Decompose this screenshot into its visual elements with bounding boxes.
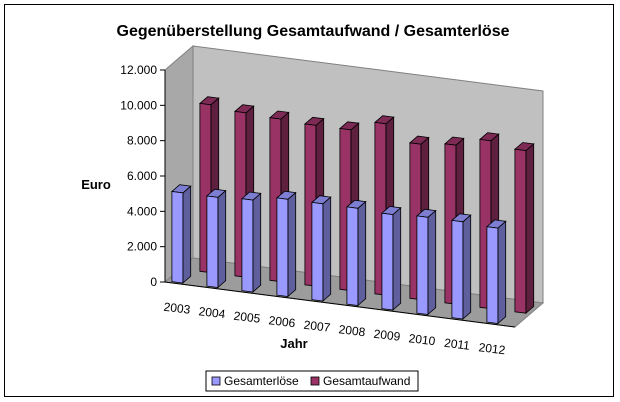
x-tick-label: 2009 [373, 327, 402, 344]
x-tick-label: 2005 [233, 309, 262, 326]
legend-label: Gesamterlöse [224, 374, 299, 388]
y-tick-label: 2.000 [127, 240, 157, 254]
x-tick-label: 2008 [338, 322, 367, 339]
chart-frame: Gegenüberstellung Gesamtaufwand / Gesamt… [4, 4, 614, 397]
bar-gesamterloese-2012 [485, 219, 507, 325]
bar-gesamtaufwand-2012 [513, 142, 535, 315]
x-axis-line [164, 281, 516, 328]
y-tick-label: 4.000 [127, 204, 157, 218]
x-tick-label: 2003 [163, 300, 192, 317]
bars [170, 96, 535, 325]
x-tick-label: 2012 [478, 340, 507, 357]
y-tick-label: 0 [150, 275, 157, 289]
x-tick-label: 2004 [198, 304, 227, 321]
bar-gesamterloese-2007 [310, 195, 332, 302]
legend-swatch [310, 376, 320, 386]
x-tick-label: 2006 [268, 313, 297, 330]
y-axis-ticks: 0 2.000 4.000 6.000 8.000 10.000 12.000 [120, 63, 166, 289]
bar-gesamterloese-2008 [345, 199, 367, 307]
bar-gesamterloese-2005 [240, 191, 262, 293]
y-tick-label: 10.000 [120, 98, 157, 112]
bar-gesamterloese-2003 [170, 184, 192, 284]
bar-gesamterloese-2009 [380, 205, 402, 311]
x-tick-label: 2007 [303, 318, 332, 335]
legend-swatch [211, 376, 221, 386]
bar-gesamterloese-2006 [275, 190, 297, 298]
y-tick-label: 6.000 [127, 169, 157, 183]
chart-title: Gegenüberstellung Gesamtaufwand / Gesamt… [117, 23, 510, 40]
bar-gesamterloese-2004 [205, 188, 227, 289]
x-tick-label: 2011 [443, 336, 471, 353]
y-tick-label: 12.000 [120, 63, 157, 77]
x-axis-ticks: 2003 2004 2005 2006 2007 2008 2009 2010 2011 2012 [163, 281, 516, 357]
chart-area: Gegenüberstellung Gesamtaufwand / Gesamt… [81, 23, 545, 392]
legend-label: Gesamtaufwand [323, 374, 410, 388]
x-tick-label: 2010 [408, 331, 437, 348]
bar-gesamterloese-2010 [415, 208, 437, 316]
y-tick-label: 8.000 [127, 134, 157, 148]
x-axis-title: Jahr [280, 336, 307, 351]
y-axis-title: Euro [81, 177, 111, 192]
legend: Gesamterlöse Gesamtaufwand [205, 370, 419, 392]
bar-gesamterloese-2011 [450, 213, 472, 320]
